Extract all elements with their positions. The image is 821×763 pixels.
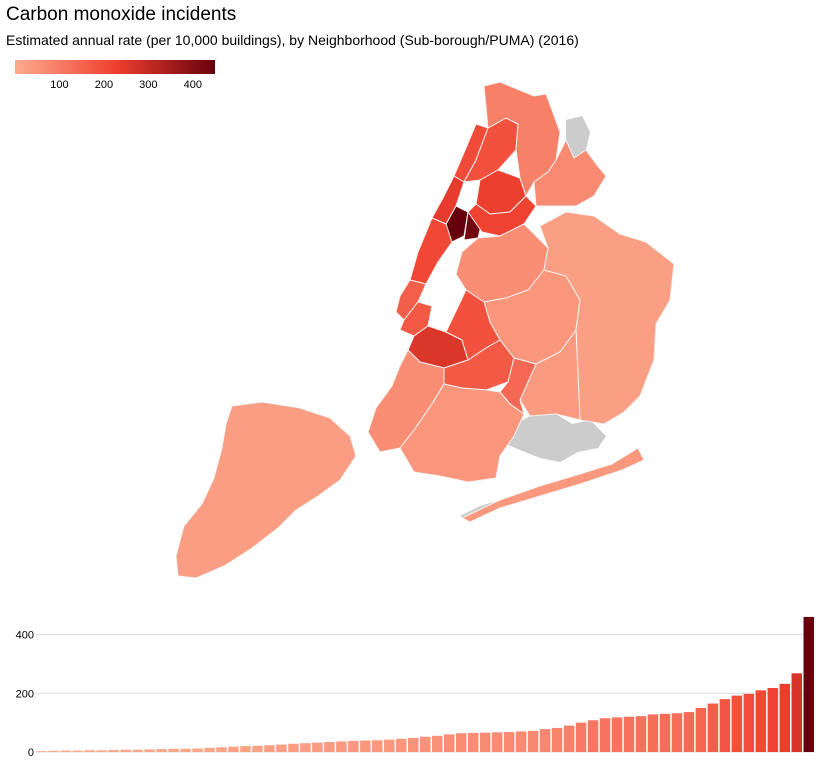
bar-42[interactable]: [539, 729, 551, 752]
bar-30[interactable]: [396, 738, 407, 752]
bar-29[interactable]: [384, 739, 395, 752]
bar-16[interactable]: [228, 746, 239, 752]
bar-51[interactable]: [647, 714, 659, 752]
color-legend: 100 200 300 400: [15, 60, 215, 91]
bar-36[interactable]: [467, 732, 479, 752]
bar-3[interactable]: [72, 750, 83, 752]
bar-1[interactable]: [48, 750, 59, 752]
bar-11[interactable]: [168, 748, 179, 752]
bar-48[interactable]: [611, 717, 623, 752]
y-tick-200: 200: [16, 688, 34, 700]
bar-25[interactable]: [336, 741, 347, 752]
bar-47[interactable]: [599, 718, 611, 752]
bar-15[interactable]: [216, 747, 227, 752]
region-queens-east[interactable]: [539, 211, 675, 425]
bar-55[interactable]: [695, 707, 707, 752]
bar-56[interactable]: [707, 703, 719, 752]
bar-13[interactable]: [192, 748, 203, 752]
pelham-park: [566, 116, 590, 158]
bar-33[interactable]: [431, 735, 443, 752]
bar-19[interactable]: [264, 745, 275, 752]
nyc-choropleth-map: [175, 81, 675, 579]
bar-52[interactable]: [659, 713, 671, 752]
bar-10[interactable]: [156, 749, 167, 752]
bar-60[interactable]: [755, 690, 767, 752]
bar-18[interactable]: [252, 745, 263, 752]
bar-40[interactable]: [515, 731, 527, 752]
bar-49[interactable]: [623, 716, 635, 752]
y-tick-0: 0: [28, 747, 34, 759]
bar-39[interactable]: [503, 732, 515, 752]
bar-34[interactable]: [443, 734, 455, 752]
bar-41[interactable]: [527, 730, 539, 752]
bar-6[interactable]: [108, 749, 119, 752]
bar-7[interactable]: [120, 749, 131, 752]
bar-38[interactable]: [491, 732, 503, 752]
bar-14[interactable]: [204, 747, 215, 752]
bar-45[interactable]: [575, 722, 587, 752]
bar-23[interactable]: [312, 742, 323, 752]
bar-53[interactable]: [671, 713, 683, 752]
bar-57[interactable]: [719, 699, 731, 752]
bar-37[interactable]: [479, 732, 491, 752]
bar-2[interactable]: [60, 750, 71, 752]
legend-tick-200: 200: [95, 79, 113, 91]
bar-59[interactable]: [743, 693, 755, 752]
bar-17[interactable]: [240, 746, 251, 752]
jamaica-bay-islands: [504, 414, 606, 462]
bar-31[interactable]: [408, 737, 419, 752]
bar-35[interactable]: [455, 733, 467, 752]
bar-32[interactable]: [420, 736, 431, 752]
region-brooklyn-south[interactable]: [399, 383, 525, 483]
region-staten-island[interactable]: [175, 401, 357, 579]
bar-64[interactable]: [803, 616, 814, 752]
region-bronx-east[interactable]: [533, 139, 607, 207]
legend-gradient-bar: [15, 60, 215, 74]
bar-20[interactable]: [276, 744, 287, 752]
bar-9[interactable]: [144, 749, 155, 752]
bar-43[interactable]: [551, 727, 563, 752]
bar-22[interactable]: [300, 743, 311, 752]
bar-27[interactable]: [360, 740, 371, 752]
chart-subtitle: Estimated annual rate (per 10,000 buildi…: [6, 32, 579, 48]
bar-28[interactable]: [372, 740, 383, 752]
bar-26[interactable]: [348, 740, 359, 752]
bar-4[interactable]: [84, 750, 95, 752]
bar-61[interactable]: [767, 687, 779, 752]
bar-12[interactable]: [180, 748, 191, 752]
bar-0[interactable]: [36, 751, 47, 752]
legend-tick-300: 300: [139, 79, 157, 91]
legend-tick-400: 400: [184, 79, 202, 91]
region-rockaway[interactable]: [461, 447, 645, 523]
bar-8[interactable]: [132, 749, 143, 752]
bar-62[interactable]: [779, 683, 791, 752]
bar-54[interactable]: [683, 712, 695, 752]
y-tick-400: 400: [16, 630, 34, 642]
bar-24[interactable]: [324, 742, 335, 752]
chart-title: Carbon monoxide incidents: [6, 4, 237, 25]
bar-44[interactable]: [563, 725, 575, 752]
bar-63[interactable]: [791, 673, 803, 752]
legend-tick-100: 100: [50, 79, 68, 91]
bar-58[interactable]: [731, 695, 743, 752]
bar-50[interactable]: [635, 716, 647, 752]
bar-46[interactable]: [587, 720, 599, 752]
bar-21[interactable]: [288, 743, 299, 752]
bar-5[interactable]: [96, 750, 107, 752]
region-manhattan-upper-west[interactable]: [409, 217, 453, 285]
